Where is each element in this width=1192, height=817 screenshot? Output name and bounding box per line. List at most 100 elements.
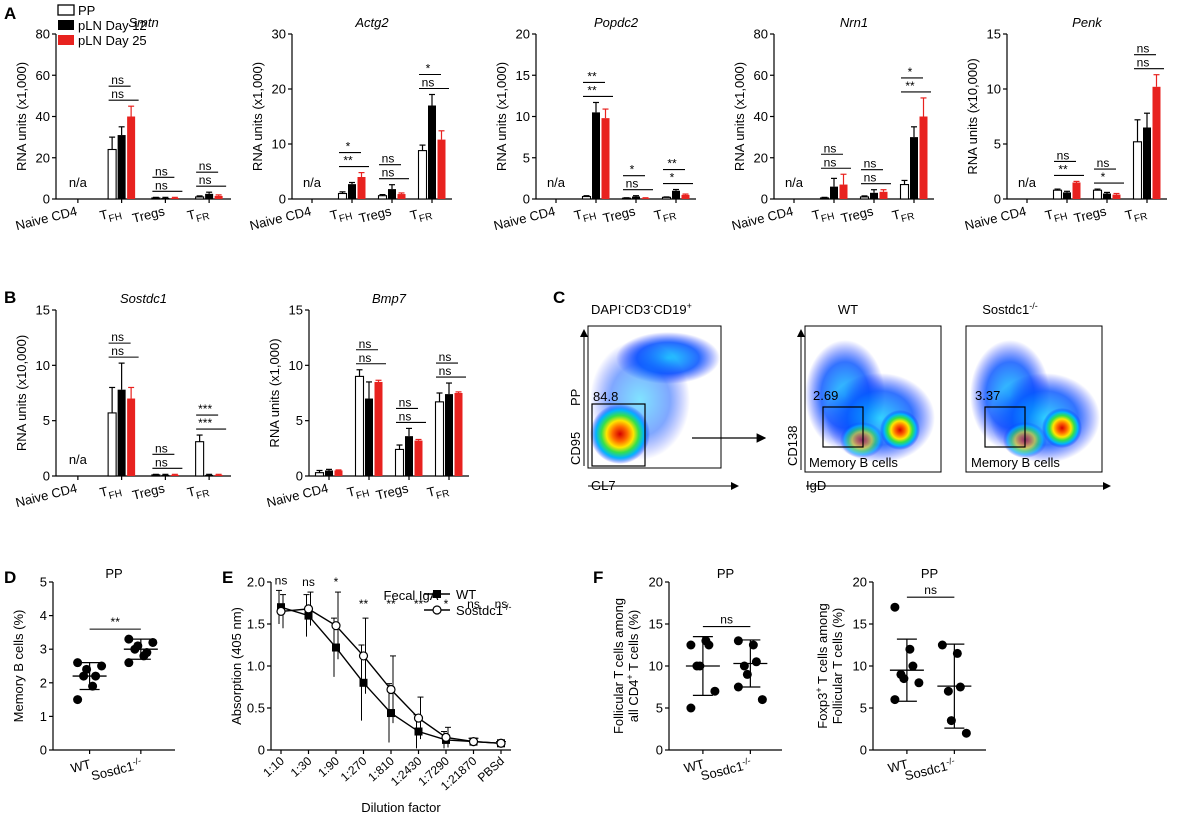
legend-marker-sostdc1	[432, 605, 442, 615]
bar-pln-day-12	[117, 389, 126, 476]
bar-pln-day-25	[1072, 182, 1081, 199]
sig-label: ns	[399, 395, 412, 409]
data-point-sostdc1	[496, 738, 506, 748]
scatter-chart-follicular-t: PP 0 5 10 15 20 Follicular T cells among all CD…	[611, 566, 782, 783]
data-point	[937, 640, 947, 650]
sig-label: ns	[199, 159, 212, 173]
bar-pln-day-12	[205, 193, 214, 199]
sig-label: **	[414, 597, 424, 611]
data-point	[73, 658, 83, 668]
bar-pp	[859, 196, 870, 200]
x-tick-label: Naive CD4	[14, 480, 79, 510]
bar-pp	[899, 184, 910, 200]
sig-label: **	[1058, 162, 1068, 176]
bar-pp	[354, 375, 365, 477]
data-point	[686, 703, 696, 713]
bar-pp	[151, 474, 161, 477]
flow-plot-3-density	[970, 340, 1100, 463]
sig-label: **	[905, 79, 915, 93]
x-tick-label: 1:90	[315, 754, 342, 780]
sig-label: ns	[155, 455, 168, 469]
x-tick-label: 1:30	[288, 754, 315, 780]
bar-pln-day-12	[325, 470, 333, 476]
data-point-wt	[414, 727, 423, 736]
data-point	[890, 602, 900, 612]
y-tick-label: 5	[43, 413, 50, 428]
bar-pln-day-12	[1143, 127, 1151, 199]
data-point-sostdc1	[386, 684, 396, 695]
x-tick-label: TFR	[186, 480, 211, 504]
bar-pln-day-12	[161, 197, 170, 199]
bar-pp	[337, 192, 348, 200]
y-axis-label: RNA units (x1,000)	[494, 62, 509, 171]
series-line-0	[280, 606, 502, 744]
x-tick-label: TFH	[98, 203, 123, 227]
bar-chart-nrn1: Nrn1 RNA units (x1,000) 0 20 40 60 80 Naive CD4…	[730, 15, 934, 233]
y-tick-label: 10	[36, 358, 50, 373]
bar-pln-day-25	[454, 393, 463, 476]
legend-swatch-pp	[57, 4, 75, 16]
bar-pln-day-25	[170, 197, 179, 199]
sig-label: *	[426, 62, 431, 76]
sig-label: ns	[199, 173, 212, 187]
scatter-chart-foxp3-t: PP 0 5 10 15 20 Foxp3+ T cells among Follicular…	[814, 566, 986, 783]
y-tick-label: 2.0	[247, 575, 265, 590]
x-tick-label: Naive CD4	[265, 480, 330, 510]
data-point	[142, 648, 152, 658]
bar-pln-day-25	[397, 194, 406, 199]
flow-gate-title: DAPI-CD3-CD19+	[591, 301, 692, 317]
sig-label: ***	[198, 416, 212, 430]
sig-label: ns	[467, 597, 480, 611]
sig-label: ns	[1137, 42, 1150, 56]
bar-pp	[417, 150, 428, 200]
bar-pln-day-25	[127, 116, 136, 199]
bar-pln-day-25	[334, 470, 343, 476]
y-axis-label: Memory B cells (%)	[11, 610, 26, 723]
y-tick-label: 20	[516, 27, 530, 42]
bar-pln-day-12	[870, 192, 878, 199]
flow-plot-3-gate-value: 3.37	[975, 388, 1000, 403]
data-point	[757, 695, 767, 705]
sig-label: ns	[439, 350, 452, 364]
sig-label: *	[1101, 170, 1106, 184]
data-point	[133, 641, 143, 651]
y-tick-label: 15	[516, 68, 530, 83]
data-point-wt	[387, 709, 395, 718]
sig-label: ns	[302, 575, 315, 589]
bar-pln-day-12	[1103, 193, 1111, 199]
flow-plot-3-gate-label: Memory B cells	[971, 455, 1060, 470]
flow-plot-1-y-top: PP	[568, 389, 583, 406]
x-tick-label: Naive CD4	[963, 203, 1028, 233]
sig-label: **	[111, 615, 121, 629]
y-axis-label: Absorption (405 nm)	[229, 607, 244, 725]
chart-title: Smtn	[128, 15, 158, 30]
y-axis-label: RNA units (x1,000)	[732, 62, 747, 171]
bar-pln-day-12	[592, 112, 600, 199]
sig-label: ns	[155, 178, 168, 192]
sig-label: ns	[359, 351, 372, 365]
chart-title: Bmp7	[372, 291, 407, 306]
y-tick-label: 5	[523, 150, 530, 165]
bar-pln-day-12	[388, 189, 396, 199]
sig-label: **	[667, 157, 677, 171]
sig-label: ns	[1097, 156, 1110, 170]
x-tick-label: Tregs	[131, 480, 167, 503]
data-point	[73, 695, 83, 705]
data-point-wt	[304, 611, 313, 620]
data-point-sostdc1	[276, 606, 286, 617]
chart-title: Nrn1	[840, 15, 868, 30]
x-tick-label: Tregs	[1072, 203, 1108, 226]
bar-pp	[581, 195, 592, 200]
chart-title: PP	[921, 566, 938, 581]
data-point	[890, 695, 900, 705]
sig-label: ns	[111, 73, 124, 87]
bar-chart-bmp7: Bmp7 RNA units (x1,000) 0 5 10 15 Naive CD4 TFH…	[265, 291, 469, 510]
data-point	[914, 678, 924, 688]
bar-pp	[1132, 141, 1143, 200]
sig-label: **	[343, 154, 353, 168]
y-tick-label: 5	[994, 137, 1001, 152]
bar-pln-day-25	[681, 194, 690, 199]
sig-label: ns	[720, 613, 733, 627]
line-chart-fecal-iga: Fecal IgA Absorption (405 nm) 0 0.5 1.0 1.5 2.…	[229, 573, 511, 815]
